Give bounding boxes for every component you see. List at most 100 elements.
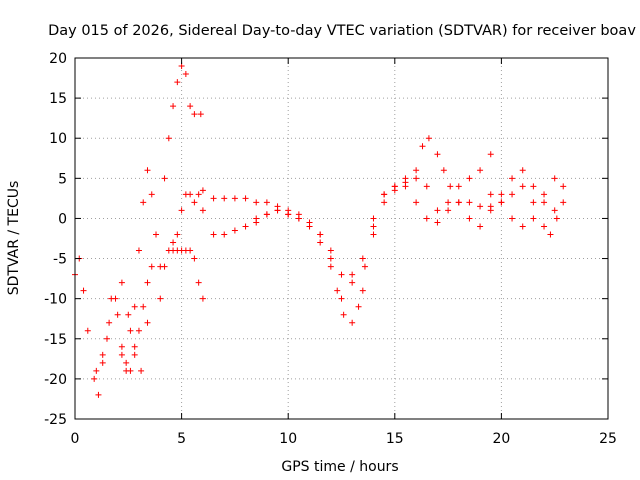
data-point [487,203,494,210]
data-point [477,167,484,174]
data-point [359,287,366,294]
data-point [199,295,206,302]
data-point [445,207,452,214]
y-tick-label: -20 [44,372,67,388]
data-point [477,223,484,230]
data-point [161,175,168,182]
y-axis-label: SDTVAR / TECUs [6,181,22,296]
plot-frame [74,57,609,420]
data-point [477,203,484,210]
x-tick-label: 25 [599,431,617,447]
y-tick-label: 15 [49,91,67,107]
data-point [487,151,494,158]
data-point [93,367,100,374]
data-point [551,175,558,182]
series-track-h [253,151,494,302]
data-point [174,79,181,86]
data-point [195,279,202,286]
data-point [242,195,249,202]
data-point [434,207,441,214]
data-point [131,351,138,358]
data-point [138,367,145,374]
data-point [125,311,132,318]
data-point [560,199,567,206]
x-tick-label: 5 [177,431,186,447]
chart-title: Day 015 of 2026, Sidereal Day-to-day VTE… [48,23,636,39]
data-point [157,295,164,302]
data-point [182,71,189,78]
data-point [187,247,194,254]
data-points [72,63,567,398]
y-tick-label: -25 [44,412,67,428]
data-point [349,319,356,326]
data-point [530,215,537,222]
data-point [127,367,134,374]
x-tick-label: 10 [279,431,297,447]
data-point [338,271,345,278]
data-point [106,319,113,326]
data-point [123,359,130,366]
data-point [91,375,98,382]
data-point [560,183,567,190]
data-point [466,215,473,222]
data-point [187,191,194,198]
y-tick-label: 20 [49,51,67,67]
x-axis-label: GPS time / hours [281,459,398,475]
data-point [541,223,548,230]
data-point [359,255,366,262]
data-point [135,327,142,334]
axis-ticks: 0 5 10 15 20 25 -25 -20 -15 -10 -5 0 5 10 15 20 [44,51,617,447]
data-point [118,279,125,286]
data-point [210,195,217,202]
data-point [103,335,110,342]
data-point [231,227,238,234]
y-tick-label: -10 [44,292,67,308]
data-point [178,63,185,70]
grid [75,58,608,419]
data-point [355,303,362,310]
data-point [509,191,516,198]
data-point [466,199,473,206]
data-point [178,207,185,214]
data-point [338,295,345,302]
data-point [242,223,249,230]
data-point [498,199,505,206]
data-point [434,219,441,226]
data-point [317,239,324,246]
data-point [118,343,125,350]
data-point [99,351,106,358]
series-track-i [509,183,567,238]
data-point [340,311,347,318]
data-point [221,231,228,238]
series-track-c [170,247,206,302]
series-track-d [93,279,151,374]
data-point [434,151,441,158]
data-point [148,191,155,198]
data-point [349,279,356,286]
data-point [419,143,426,150]
data-point [361,263,368,270]
data-point [197,111,204,118]
data-point [165,135,172,142]
data-point [170,239,177,246]
data-point [95,391,102,398]
data-point [423,183,430,190]
data-point [498,191,505,198]
data-point [127,327,134,334]
y-tick-label: -15 [44,332,67,348]
data-point [144,167,151,174]
data-point [381,191,388,198]
data-point [306,223,313,230]
data-point [210,231,217,238]
data-point [99,359,106,366]
data-point [519,183,526,190]
x-tick-label: 0 [71,431,80,447]
data-point [370,215,377,222]
series-track-j [487,175,558,230]
series-track-e [118,263,155,374]
data-point [391,187,398,194]
data-point [221,195,228,202]
data-point [131,343,138,350]
data-point [153,231,160,238]
